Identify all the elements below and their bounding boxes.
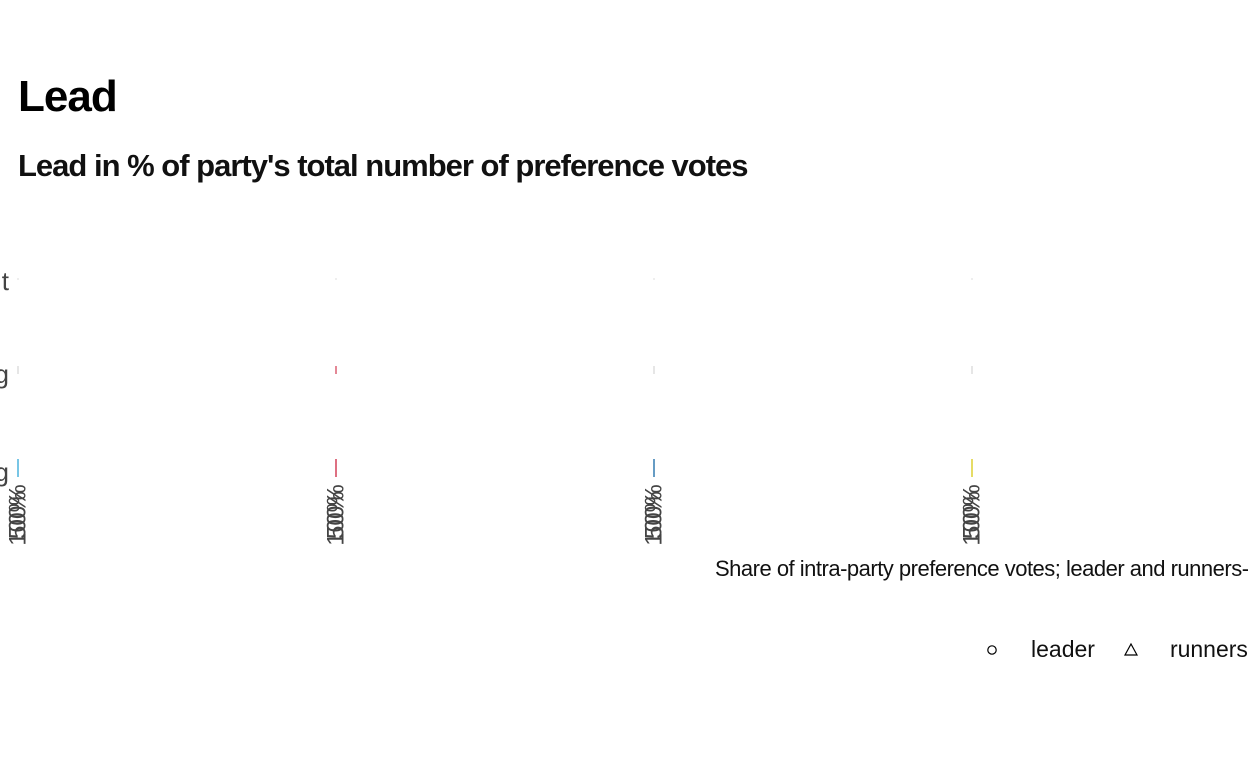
y-category-label: g xyxy=(0,359,9,389)
x-tick-label: 50% xyxy=(5,491,32,539)
x-tick-label: 50% xyxy=(641,491,668,539)
x-tick-label: 100% xyxy=(323,484,350,545)
y-category-label: g xyxy=(0,457,9,487)
chart-title: Lead xyxy=(18,72,118,121)
x-tick-label: 50% xyxy=(959,491,986,539)
legend-label-leader: leader xyxy=(1031,636,1095,662)
x-tick-label: 100% xyxy=(959,484,986,545)
x-axis-title: Share of intra-party preference votes; l… xyxy=(715,556,1248,581)
x-tick-label: 100% xyxy=(641,484,668,545)
legend-item-leader: leader xyxy=(980,636,1095,663)
x-tick-label: 100% xyxy=(5,484,32,545)
x-tick-label: 50% xyxy=(323,491,350,539)
y-category-label: t xyxy=(2,266,10,296)
triangle-icon xyxy=(1119,638,1143,662)
legend-item-runners-up: runners-up xyxy=(1119,636,1248,663)
legend-label-runners-up: runners-up xyxy=(1169,636,1248,662)
legend: leader runners-up xyxy=(980,636,1248,663)
circle-icon xyxy=(980,638,1004,662)
chart-subtitle: Lead in % of party's total number of pre… xyxy=(18,148,749,183)
